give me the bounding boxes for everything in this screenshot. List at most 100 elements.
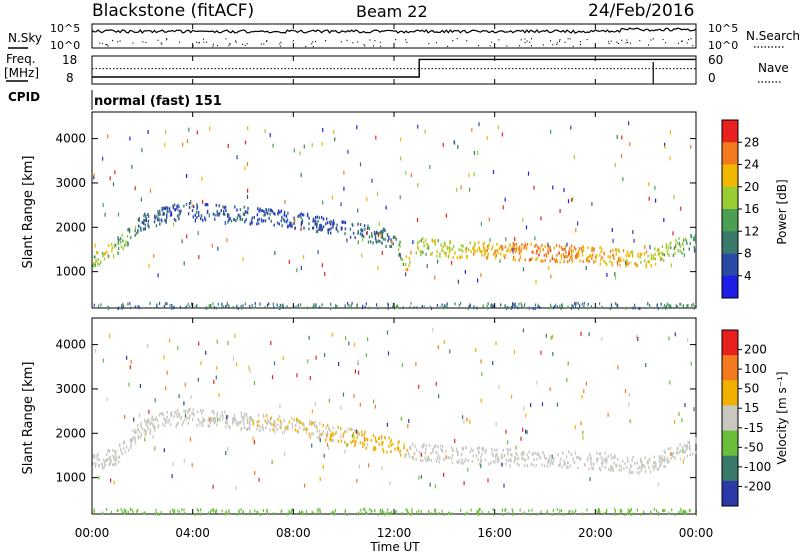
- data-cell: [512, 258, 514, 261]
- data-cell: [169, 213, 172, 217]
- data-cell: [660, 258, 662, 262]
- nsearch-dot: [312, 41, 314, 43]
- nsearch-dot: [531, 45, 532, 47]
- data-cell: [318, 429, 321, 433]
- data-cell: [693, 245, 695, 249]
- data-cell: [556, 253, 558, 257]
- data-cell: [563, 188, 565, 193]
- data-cell: [480, 455, 482, 459]
- data-cell: [461, 452, 463, 456]
- data-cell: [513, 304, 515, 308]
- data-cell: [619, 511, 621, 515]
- data-cell: [374, 436, 376, 440]
- data-cell: [316, 229, 319, 233]
- data-cell: [582, 512, 584, 516]
- data-cell: [604, 261, 606, 265]
- data-cell: [423, 244, 425, 248]
- data-cell: [675, 239, 677, 242]
- data-cell: [249, 509, 251, 513]
- data-cell: [273, 211, 275, 215]
- nsearch-dot: [529, 41, 531, 43]
- data-cell: [328, 445, 330, 450]
- data-cell: [640, 459, 642, 463]
- data-cell: [648, 465, 650, 469]
- data-cell: [519, 256, 521, 260]
- data-cell: [542, 259, 544, 263]
- data-cell: [313, 303, 315, 307]
- data-cell: [507, 449, 510, 453]
- data-cell: [141, 148, 143, 153]
- data-cell: [113, 245, 116, 249]
- data-cell: [352, 431, 355, 435]
- data-cell: [492, 169, 495, 174]
- data-cell: [679, 244, 682, 248]
- data-cell: [559, 461, 561, 465]
- data-cell: [654, 461, 656, 465]
- data-cell: [217, 418, 219, 422]
- data-cell: [513, 457, 516, 461]
- data-cell: [346, 443, 348, 448]
- data-cell: [303, 144, 305, 149]
- velocity-colorbar-swatch: [722, 430, 738, 457]
- data-cell: [170, 211, 172, 216]
- data-cell: [236, 208, 238, 212]
- data-cell: [479, 461, 482, 465]
- data-cell: [240, 427, 242, 431]
- data-cell: [525, 247, 528, 251]
- data-cell: [450, 456, 453, 460]
- data-cell: [415, 251, 417, 255]
- data-cell: [499, 259, 501, 264]
- data-cell: [541, 463, 543, 467]
- data-cell: [586, 258, 588, 262]
- data-cell: [690, 361, 692, 366]
- data-cell: [232, 306, 234, 310]
- data-cell: [550, 306, 553, 310]
- data-cell: [627, 511, 629, 515]
- data-cell: [234, 333, 236, 338]
- data-cell: [398, 253, 400, 257]
- data-cell: [528, 450, 530, 454]
- data-cell: [105, 453, 108, 456]
- data-cell: [418, 475, 420, 480]
- data-cell: [272, 512, 275, 516]
- data-cell: [502, 448, 504, 452]
- data-cell: [573, 461, 576, 465]
- data-cell: [316, 429, 318, 433]
- data-cell: [510, 453, 512, 456]
- data-cell: [387, 306, 389, 310]
- data-cell: [542, 248, 544, 252]
- freq-unit-label: [MHz]: [4, 66, 39, 80]
- data-cell: [347, 301, 349, 305]
- data-cell: [551, 512, 553, 516]
- data-cell: [589, 477, 591, 482]
- data-cell: [603, 252, 606, 256]
- data-cell: [518, 248, 520, 252]
- data-cell: [301, 422, 304, 426]
- data-cell: [178, 209, 180, 213]
- data-cell: [120, 450, 123, 454]
- data-cell: [96, 454, 98, 458]
- data-cell: [564, 247, 566, 251]
- velocity-colorbar-swatch: [722, 480, 738, 507]
- data-cell: [513, 243, 516, 247]
- data-cell: [191, 203, 193, 208]
- data-cell: [117, 238, 120, 242]
- data-cell: [567, 361, 569, 366]
- nsearch-dot: [626, 39, 628, 41]
- data-cell: [353, 438, 355, 442]
- data-cell: [682, 459, 685, 464]
- data-cell: [173, 217, 176, 221]
- data-cell: [647, 254, 649, 258]
- data-cell: [494, 460, 496, 464]
- data-cell: [124, 450, 126, 454]
- nsearch-dot: [235, 41, 237, 43]
- data-cell: [355, 440, 357, 444]
- data-cell: [117, 460, 120, 464]
- data-cell: [478, 510, 480, 514]
- data-cell: [171, 411, 173, 415]
- data-cell: [477, 511, 479, 515]
- data-cell: [412, 240, 414, 245]
- nave-tick-top: 60: [708, 53, 723, 67]
- data-cell: [98, 304, 100, 308]
- data-cell: [149, 188, 152, 193]
